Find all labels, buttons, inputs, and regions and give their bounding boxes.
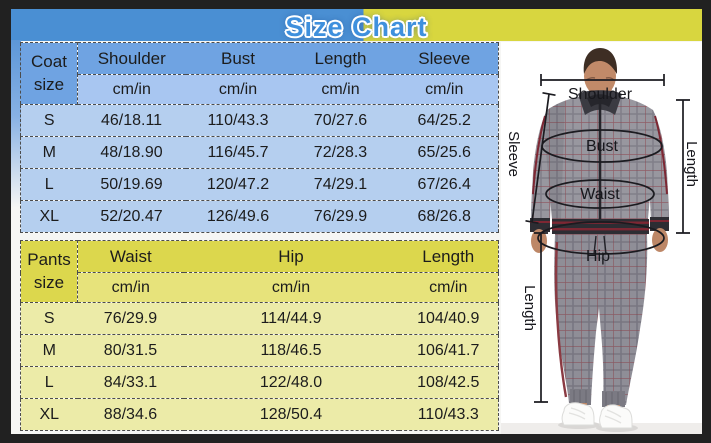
pants-unit-cell: cm/in bbox=[398, 272, 499, 303]
title-banner bbox=[11, 9, 702, 41]
sleeve-measure-line bbox=[525, 91, 556, 225]
pants-value-cell: 104/40.9 bbox=[398, 302, 499, 335]
table-row: S 76/29.9 114/44.9 104/40.9 bbox=[20, 302, 499, 335]
pants-col-header-length: Length bbox=[398, 240, 499, 273]
pants-size-cell: S bbox=[20, 302, 78, 335]
pants-size-cell: XL bbox=[20, 398, 78, 431]
waist-measure-ellipse bbox=[545, 179, 655, 209]
pants-table-label: Pants size bbox=[20, 240, 78, 303]
man-figure bbox=[501, 48, 702, 434]
coat-label-line1: Coat bbox=[31, 52, 67, 72]
page-title: Size Chart bbox=[285, 11, 428, 42]
table-row: M 48/18.90 116/45.7 72/28.3 65/25.6 bbox=[20, 136, 499, 169]
figure-labels: Shoulder Sleeve Length Bust Waist Hip Le… bbox=[505, 86, 700, 331]
jacket-torso bbox=[545, 90, 655, 234]
cuffs-and-hands bbox=[530, 217, 669, 253]
pants-size-cell: L bbox=[20, 366, 78, 399]
pants-value-cell: 88/34.6 bbox=[77, 398, 184, 431]
pants-unit-cell: cm/in bbox=[77, 272, 184, 303]
figure-pants-length-label: Length bbox=[521, 285, 538, 331]
coat-col-header-shoulder: Shoulder bbox=[77, 42, 186, 75]
coat-size-table: Coat size Shoulder Bust Length Sleeve cm… bbox=[20, 42, 499, 233]
coat-col-header-sleeve: Sleeve bbox=[390, 42, 499, 75]
figure-coat-length-label: Length bbox=[683, 141, 700, 187]
pants-value-cell: 110/43.3 bbox=[398, 398, 499, 431]
figure-waist-label: Waist bbox=[580, 186, 620, 203]
coat-size-cell: M bbox=[20, 136, 78, 169]
coat-value-cell: 64/25.2 bbox=[390, 104, 499, 137]
pants-value-cell: 80/31.5 bbox=[77, 334, 184, 367]
coat-unit-cell: cm/in bbox=[185, 74, 291, 105]
coat-value-cell: 72/28.3 bbox=[290, 136, 391, 169]
coat-value-cell: 48/18.90 bbox=[77, 136, 186, 169]
hip-measure-ellipse bbox=[537, 221, 665, 255]
table-row: L 84/33.1 122/48.0 108/42.5 bbox=[20, 366, 499, 399]
drawstrings bbox=[593, 235, 607, 255]
pants-value-cell: 108/42.5 bbox=[398, 366, 499, 399]
pants-value-cell: 128/50.4 bbox=[183, 398, 399, 431]
pants-length-measure-line bbox=[534, 232, 548, 403]
figure-shoulder-label: Shoulder bbox=[568, 86, 633, 103]
bust-measure-ellipse bbox=[541, 129, 663, 163]
coat-value-cell: 116/45.7 bbox=[185, 136, 291, 169]
coat-size-cell: L bbox=[20, 168, 78, 201]
pants-value-cell: 106/41.7 bbox=[398, 334, 499, 367]
coat-size-cell: S bbox=[20, 104, 78, 137]
figure-bust-label: Bust bbox=[586, 138, 619, 155]
coat-value-cell: 126/49.6 bbox=[185, 200, 291, 233]
coat-unit-cell: cm/in bbox=[390, 74, 499, 105]
coat-label-line2: size bbox=[33, 74, 65, 94]
pants-value-cell: 76/29.9 bbox=[77, 302, 184, 335]
table-row: XL 52/20.47 126/49.6 76/29.9 68/26.8 bbox=[20, 200, 499, 233]
pants-size-table: Pants size Waist Hip Length cm/in cm/in … bbox=[20, 240, 499, 431]
coat-value-cell: 52/20.47 bbox=[77, 200, 186, 233]
shoes bbox=[561, 402, 633, 429]
pants-label-line1: Pants bbox=[27, 250, 71, 270]
table-row: M 80/31.5 118/46.5 106/41.7 bbox=[20, 334, 499, 367]
coat-value-cell: 74/29.1 bbox=[290, 168, 391, 201]
pants-size-cell: M bbox=[20, 334, 78, 367]
model-photo: Shoulder Sleeve Length Bust Waist Hip Le… bbox=[501, 42, 702, 434]
coat-length-measure-line bbox=[676, 99, 690, 234]
coat-value-cell: 46/18.11 bbox=[77, 104, 186, 137]
coat-col-header-bust: Bust bbox=[185, 42, 291, 75]
table-row: S 46/18.11 110/43.3 70/27.6 64/25.2 bbox=[20, 104, 499, 137]
pants-value-cell: 118/46.5 bbox=[183, 334, 399, 367]
coat-value-cell: 50/19.69 bbox=[77, 168, 186, 201]
table-row: L 50/19.69 120/47.2 74/29.1 67/26.4 bbox=[20, 168, 499, 201]
pants-value-cell: 122/48.0 bbox=[183, 366, 399, 399]
chart-background: Size Chart Coat size Shoulder Bust Lengt… bbox=[11, 9, 702, 434]
pants-unit-cell: cm/in bbox=[183, 272, 399, 303]
coat-unit-cell: cm/in bbox=[77, 74, 186, 105]
background-blue-gradient bbox=[11, 40, 21, 208]
figure-hip-label: Hip bbox=[586, 248, 610, 265]
table-row: XL 88/34.6 128/50.4 110/43.3 bbox=[20, 398, 499, 431]
coat-value-cell: 67/26.4 bbox=[390, 168, 499, 201]
coat-value-cell: 65/25.6 bbox=[390, 136, 499, 169]
coat-col-header-length: Length bbox=[290, 42, 391, 75]
coat-value-cell: 76/29.9 bbox=[290, 200, 391, 233]
coat-unit-cell: cm/in bbox=[290, 74, 391, 105]
measurement-annotations bbox=[525, 74, 690, 403]
pants bbox=[554, 234, 648, 407]
coat-value-cell: 110/43.3 bbox=[185, 104, 291, 137]
coat-table-label: Coat size bbox=[20, 42, 78, 105]
coat-value-cell: 68/26.8 bbox=[390, 200, 499, 233]
pants-col-header-hip: Hip bbox=[183, 240, 399, 273]
coat-size-cell: XL bbox=[20, 200, 78, 233]
model-head bbox=[583, 48, 618, 98]
figure-sleeve-label: Sleeve bbox=[505, 131, 522, 177]
shoulder-measure-line bbox=[540, 74, 665, 86]
pants-label-line2: size bbox=[33, 272, 65, 292]
coat-value-cell: 70/27.6 bbox=[290, 104, 391, 137]
pants-col-header-waist: Waist bbox=[77, 240, 184, 273]
pants-value-cell: 114/44.9 bbox=[183, 302, 399, 335]
coat-value-cell: 120/47.2 bbox=[185, 168, 291, 201]
pants-value-cell: 84/33.1 bbox=[77, 366, 184, 399]
